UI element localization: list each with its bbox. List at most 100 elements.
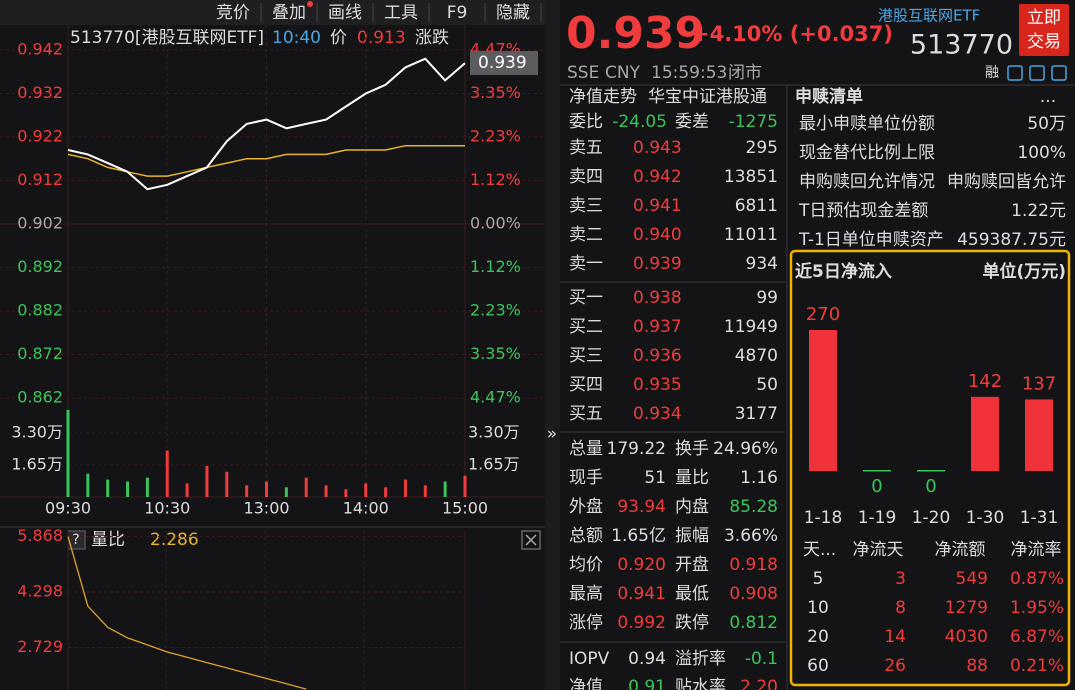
- price-line: [67, 57, 466, 191]
- flow-unit: 单位(万元): [982, 261, 1066, 282]
- book-label: 卖一: [569, 254, 603, 274]
- table-cell: 20: [807, 627, 829, 647]
- tool-icons[interactable]: [1007, 65, 1067, 81]
- stat-value: 0.908: [729, 584, 778, 604]
- more-button[interactable]: ...: [1040, 87, 1056, 107]
- book-price: 0.942: [633, 167, 682, 187]
- security-name: 港股互联网ETF: [878, 7, 980, 25]
- stat-label: 最高: [569, 584, 603, 604]
- volume-bar: [106, 479, 110, 497]
- last-price: 0.939: [478, 53, 527, 73]
- volume-bar: [185, 483, 189, 497]
- redemption-label: 最小申赎单位份额: [799, 114, 935, 134]
- table-cell: 6.87%: [1010, 627, 1064, 647]
- stat-value: 0.992: [617, 613, 666, 633]
- stat-value: 2.20: [740, 677, 778, 690]
- toolbar-button[interactable]: 叠加: [272, 3, 306, 23]
- stat-label: 贴水率: [675, 677, 726, 690]
- toolbar-button[interactable]: 隐藏: [496, 3, 530, 23]
- order-diff-label: 委差: [675, 112, 709, 132]
- stat-value: 1.16: [740, 468, 778, 488]
- table-cell: 14: [884, 627, 906, 647]
- toolbar-bg: [0, 0, 545, 25]
- volume-bar: [265, 481, 268, 497]
- trade-button-label[interactable]: 立即: [1027, 8, 1061, 28]
- pct-tick-label: 0.00%: [470, 214, 521, 233]
- y-tick-label: 0.902: [17, 214, 63, 233]
- time-tick-label: 15:00: [442, 499, 488, 518]
- flow-value-label: 270: [806, 304, 840, 325]
- toolbar-button[interactable]: 工具: [384, 3, 418, 23]
- y-tick-label: 0.882: [17, 301, 63, 320]
- table-cell: 1.95%: [1010, 598, 1064, 618]
- stat-label: 开盘: [675, 555, 709, 575]
- book-volume: 99: [756, 288, 778, 308]
- y-tick-label: 0.862: [17, 388, 63, 407]
- help-mark[interactable]: ?: [72, 532, 79, 548]
- expand-arrow[interactable]: »: [547, 424, 557, 444]
- stat-label: IOPV: [569, 649, 610, 669]
- table-cell: 0.87%: [1010, 569, 1064, 589]
- trade-button-label[interactable]: 交易: [1027, 32, 1061, 52]
- flow-bar: [917, 470, 945, 472]
- y-tick-label: 0.872: [17, 344, 63, 363]
- redemption-value: 50万: [1027, 114, 1066, 134]
- stat-label: 外盘: [569, 497, 603, 517]
- volume-bar: [165, 450, 169, 497]
- close-icon[interactable]: [521, 530, 541, 550]
- table-cell: 1279: [945, 598, 988, 618]
- indicator-name: 量比: [91, 530, 125, 550]
- price-change: +4.10% (+0.037): [692, 22, 893, 46]
- stat-value: 179.22: [607, 439, 666, 459]
- volume-bar: [225, 471, 229, 497]
- flow-category: 1-18: [804, 508, 843, 528]
- stat-label: 均价: [569, 555, 603, 575]
- stat-value: 0.918: [729, 555, 778, 575]
- change-label: 涨跌: [415, 28, 449, 48]
- notify-dot: [307, 1, 313, 7]
- pct-tick-label: 4.47%: [470, 388, 521, 407]
- toolbar-button[interactable]: 竞价: [216, 3, 250, 23]
- margin-flag: 融: [985, 65, 999, 81]
- average-line: [67, 144, 465, 177]
- y-tick-label: 0.892: [17, 257, 63, 276]
- flow-category: 1-20: [912, 508, 951, 528]
- y-tick-label: 0.922: [17, 127, 63, 146]
- volume-bar: [463, 475, 467, 497]
- stat-value: 51: [644, 468, 666, 488]
- volume-bar: [344, 489, 348, 497]
- book-label: 买四: [569, 375, 603, 395]
- volume-bar: [66, 409, 70, 497]
- trade-button[interactable]: [1019, 4, 1069, 56]
- status-item: CNY: [605, 63, 641, 83]
- stat-value: 0.91: [628, 677, 666, 690]
- book-price: 0.937: [633, 317, 682, 337]
- redemption-value: 1.22元: [1011, 201, 1066, 221]
- table-header: 净流额: [935, 540, 986, 560]
- pct-tick-label: 2.23%: [470, 127, 521, 146]
- table-cell: 4030: [945, 627, 988, 647]
- table-header: 净流率: [1011, 540, 1062, 560]
- book-price: 0.940: [633, 225, 682, 245]
- book-price: 0.938: [633, 288, 682, 308]
- stat-value: 0.94: [628, 649, 666, 669]
- status-item: 15:59:53: [651, 63, 727, 83]
- redemption-label: 现金替代比例上限: [799, 143, 935, 163]
- order-diff-value: -1275: [729, 112, 778, 132]
- toolbar-button[interactable]: 画线: [328, 3, 362, 23]
- tab[interactable]: 净值走势: [569, 87, 637, 107]
- tab[interactable]: 华宝中证港股通: [648, 87, 767, 107]
- table-header: 净流天: [853, 540, 904, 560]
- book-volume: 4870: [735, 346, 778, 366]
- pct-tick-label: 3.35%: [470, 344, 521, 363]
- toolbar-button[interactable]: F9: [447, 3, 468, 23]
- flow-bar: [1025, 399, 1053, 471]
- last-price-big: 0.939: [566, 8, 705, 59]
- y-tick-label: 0.932: [17, 83, 63, 102]
- flow-value-label: 0: [925, 476, 936, 497]
- flow-category: 1-30: [966, 508, 1005, 528]
- stat-label: 最低: [675, 584, 709, 604]
- book-volume: 13851: [724, 167, 778, 187]
- indicator-line: [67, 536, 307, 690]
- flow-category: 1-31: [1020, 508, 1059, 528]
